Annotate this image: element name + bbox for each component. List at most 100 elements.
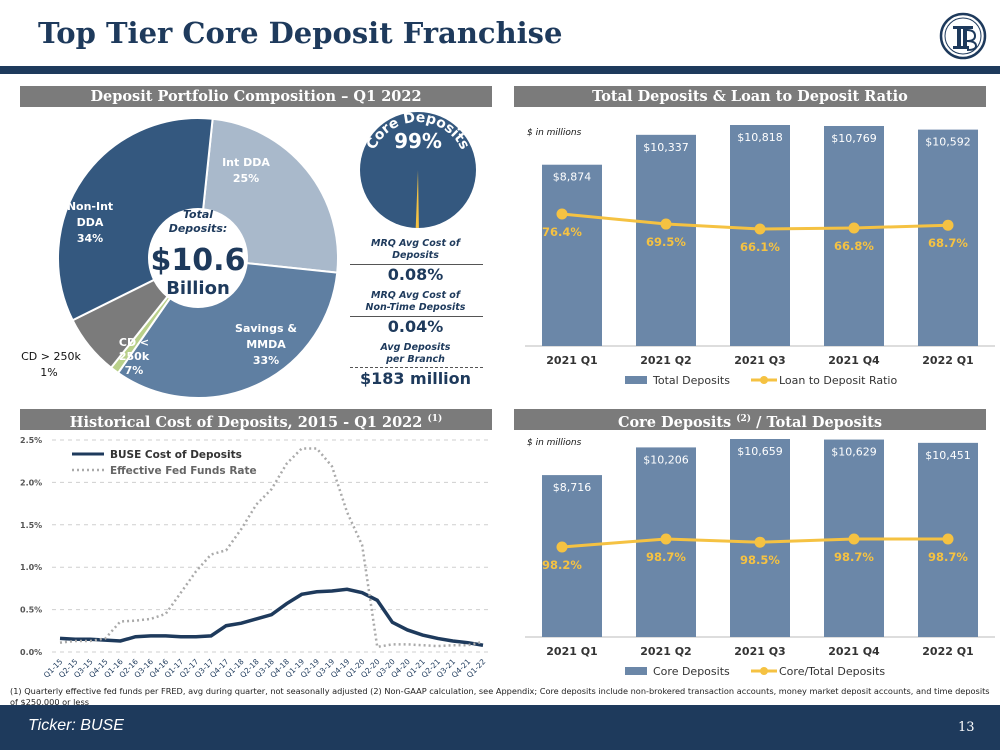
history-ytick-label: 0.5% <box>20 606 42 615</box>
metric-1-label-2: Deposits <box>392 250 439 261</box>
deposits-bar-value-label: $10,818 <box>737 131 783 144</box>
cost-of-deposits-history-chart: 0.0%0.5%1.0%1.5%2.0%2.5%Q1-15Q2-15Q3-15Q… <box>20 436 492 680</box>
deposits-bar-value-label: $10,592 <box>925 136 971 149</box>
history-ytick-label: 2.5% <box>20 436 42 445</box>
core-bar <box>542 475 602 637</box>
core-ratio-point <box>556 541 568 553</box>
pie-title: Deposit Portfolio Composition – Q1 2022 <box>90 88 422 105</box>
deposits-category-label: 2021 Q2 <box>640 354 691 367</box>
core-bar-value-label: $10,629 <box>831 446 877 459</box>
slice-label-nonint-1: Non-Int <box>67 200 113 213</box>
gauge-value: 99% <box>394 129 442 153</box>
core-bar-value-label: $10,659 <box>737 445 783 458</box>
core-ratio-label: 98.7% <box>928 550 968 564</box>
history-legend-buse-label: BUSE Cost of Deposits <box>110 449 242 461</box>
deposits-ratio-label: 66.1% <box>740 240 780 254</box>
deposits-category-label: 2021 Q1 <box>546 354 597 367</box>
history-legend-fed-label: Effective Fed Funds Rate <box>110 465 257 477</box>
metric-cost-non-time: MRQ Avg Cost of Non-Time Deposits <box>348 290 483 314</box>
deposits-legend-bar-label: Total Deposits <box>652 374 730 387</box>
page-title: Top Tier Core Deposit Franchise <box>38 16 563 50</box>
history-ytick-label: 1.5% <box>20 521 42 530</box>
metric-1-divider <box>350 264 483 265</box>
pie-center-hole <box>148 208 248 308</box>
metric-3-label-2: per Branch <box>386 354 445 365</box>
deposits-category-label: 2022 Q1 <box>922 354 973 367</box>
fed-funds-line <box>59 447 484 649</box>
deposits-units-note: $ in millions <box>527 128 582 138</box>
core-category-label: 2021 Q2 <box>640 645 691 658</box>
core-units-note: $ in millions <box>527 438 582 448</box>
history-ytick-label: 1.0% <box>20 563 42 572</box>
footnote: (1) Quarterly effective fed funds per FR… <box>10 686 990 707</box>
core-ratio-label: 98.7% <box>646 550 686 564</box>
total-deposits-chart: $ in millions $8,874 2021 Q1 $10,337 2021 Q… <box>525 125 995 387</box>
deposits-bar <box>824 126 884 347</box>
buse-cost-line <box>59 587 484 647</box>
core-category-label: 2021 Q3 <box>734 645 785 658</box>
deposits-category-label: 2021 Q4 <box>828 354 880 367</box>
slice-label-cd-small-2: 250k <box>119 350 150 363</box>
section-header-history: Historical Cost of Deposits, 2015 - Q1 2… <box>20 409 492 431</box>
deposits-ratio-point <box>660 218 672 230</box>
deposits-bar-value-label: $10,337 <box>643 141 689 154</box>
deposits-title: Total Deposits & Loan to Deposit Ratio <box>592 88 908 105</box>
deposits-bar-value-label: $8,874 <box>553 171 592 184</box>
slice-label-cd-large-1: CD > 250k <box>21 350 81 363</box>
deposits-ratio-label: 76.4% <box>542 225 582 239</box>
pie-center-label-1: Total <box>183 208 213 221</box>
metric-3-value: $183 million <box>359 369 472 388</box>
metric-3-label-1: Avg Deposits <box>380 342 451 353</box>
deposits-legend-line-label: Loan to Deposit Ratio <box>779 374 897 387</box>
title-rule <box>0 66 1000 74</box>
metric-3-value-box: $183 million <box>348 369 483 388</box>
section-header-deposits: Total Deposits & Loan to Deposit Ratio <box>514 86 986 107</box>
core-ratio-label: 98.5% <box>740 553 780 567</box>
core-ratio-label: 98.2% <box>542 558 582 572</box>
metric-3-divider <box>350 367 483 368</box>
deposits-legend-line-marker <box>760 376 768 384</box>
core-deposit-gauge: 99% Core Deposits <box>360 110 476 228</box>
core-ratio-point <box>848 533 860 545</box>
metric-2-value-box: 0.04% <box>348 317 483 336</box>
section-header-core: Core Deposits (2) / Total Deposits <box>514 409 986 431</box>
history-ytick-label: 0.0% <box>20 648 42 657</box>
core-legend-line-marker <box>760 667 768 675</box>
gauge-non-core-slice <box>415 170 419 228</box>
deposits-ratio-point <box>942 219 954 231</box>
slice-label-nonint-3: 34% <box>77 232 103 245</box>
metric-2-value: 0.04% <box>387 317 444 336</box>
core-category-label: 2022 Q1 <box>922 645 973 658</box>
core-bar-value-label: $8,716 <box>553 481 592 494</box>
deposits-ratio-label: 68.7% <box>928 236 968 250</box>
deposits-ratio-label: 69.5% <box>646 235 686 249</box>
deposits-category-label: 2021 Q3 <box>734 354 785 367</box>
deposits-ratio-point <box>556 208 568 220</box>
slice-label-cd-small-3: 7% <box>125 364 144 377</box>
slice-label-int-dda-1: Int DDA <box>222 156 270 169</box>
metric-2-divider <box>350 316 483 317</box>
core-deposits-chart: $ in millions $8,716 2021 Q1 $10,206 2021 Q… <box>525 438 995 678</box>
slice-label-cd-large-2: 1% <box>40 366 57 379</box>
metric-deposits-per-branch: Avg Deposits per Branch <box>348 342 483 366</box>
slice-label-savings-1: Savings & <box>235 322 297 335</box>
core-category-label: 2021 Q4 <box>828 645 880 658</box>
metric-1-value: 0.08% <box>387 265 444 284</box>
deposits-ratio-label: 66.8% <box>834 239 874 253</box>
slice-label-savings-2: MMDA <box>246 338 286 351</box>
deposits-bar <box>918 129 978 346</box>
core-footnote-mark: (2) <box>736 414 752 424</box>
footer-bar <box>0 705 1000 750</box>
core-legend-bar-swatch <box>625 667 647 675</box>
pie-center-value: $10.6 <box>151 243 246 278</box>
core-bar-value-label: $10,206 <box>643 453 689 466</box>
core-legend-bar-label: Core Deposits <box>653 665 730 678</box>
metric-2-label-2: Non-Time Deposits <box>365 302 466 313</box>
metric-2-label-1: MRQ Avg Cost of <box>371 290 460 301</box>
deposits-bar-value-label: $10,769 <box>831 132 877 145</box>
company-logo <box>939 12 987 60</box>
pie-center-label-2: Deposits: <box>169 222 228 235</box>
core-bar-value-label: $10,451 <box>925 449 971 462</box>
slice-label-nonint-2: DDA <box>77 216 104 229</box>
core-ratio-point <box>942 533 954 545</box>
